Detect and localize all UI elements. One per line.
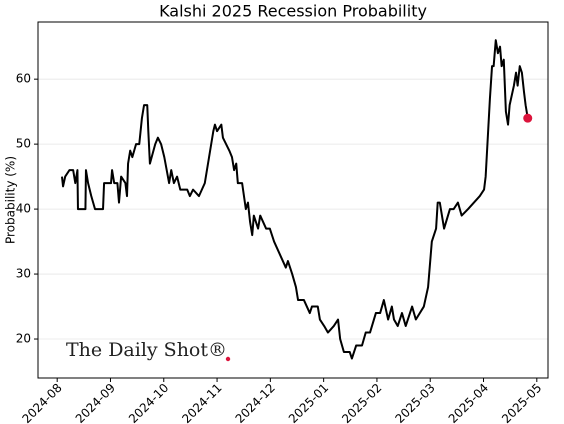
watermark-dot bbox=[225, 356, 231, 362]
y-tick-label: 30 bbox=[16, 267, 31, 281]
last-point bbox=[523, 113, 533, 123]
y-tick-label: 40 bbox=[16, 202, 31, 216]
y-tick-label: 50 bbox=[16, 137, 31, 151]
plot-frame bbox=[37, 21, 549, 379]
chart-title: Kalshi 2025 Recession Probability bbox=[159, 2, 427, 21]
y-tick-label: 20 bbox=[16, 332, 31, 346]
y-axis-label: Probability (%) bbox=[4, 156, 18, 244]
line bbox=[60, 39, 529, 360]
watermark: The Daily Shot® bbox=[66, 339, 227, 361]
y-tick-label: 60 bbox=[16, 72, 31, 86]
